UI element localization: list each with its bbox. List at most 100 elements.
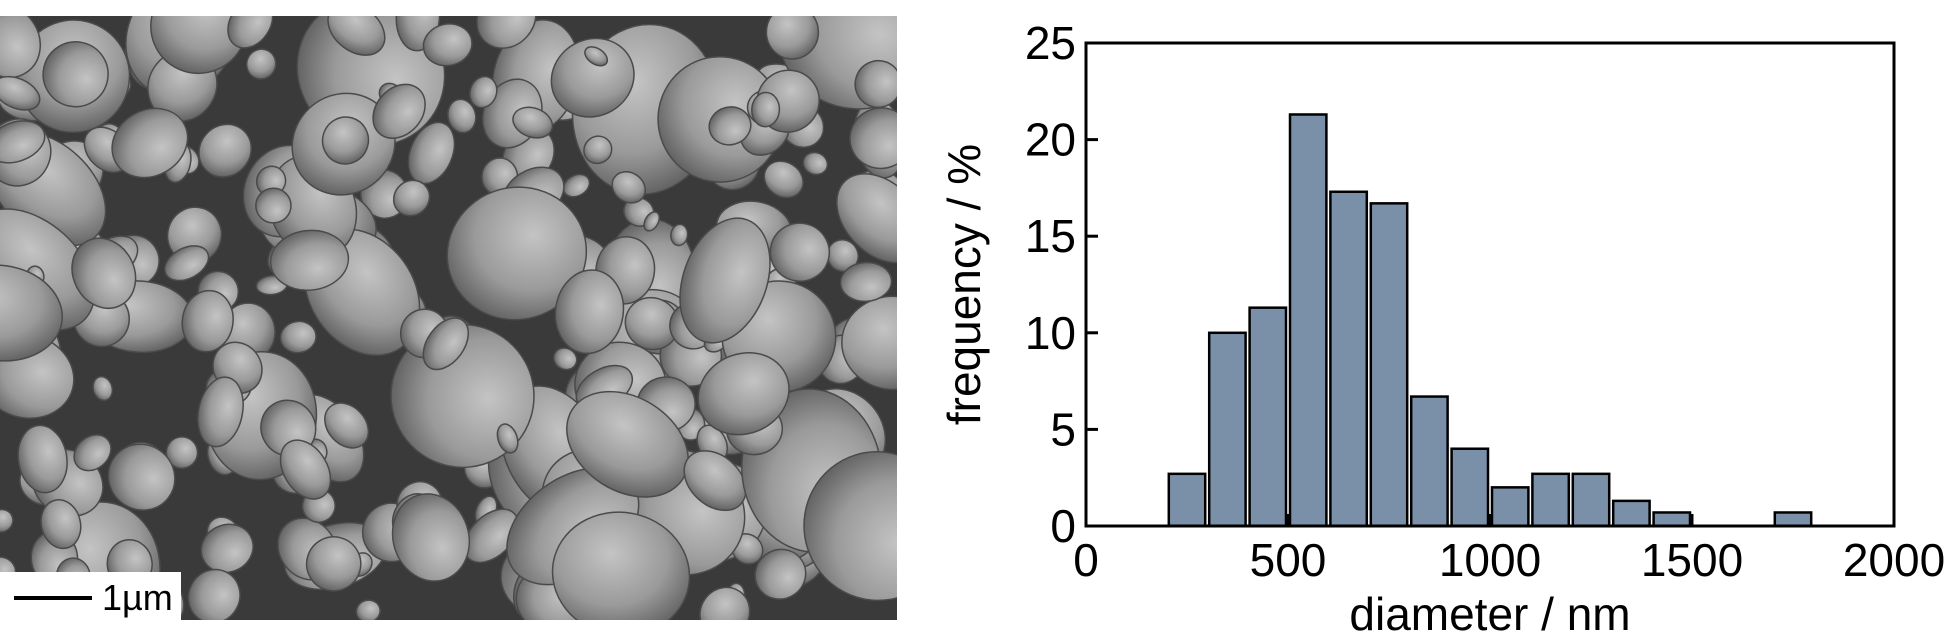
sem-grain <box>305 536 362 592</box>
sem-grain <box>73 434 112 472</box>
sem-grain <box>751 91 781 128</box>
sem-grain <box>463 508 520 564</box>
sem-image <box>0 16 897 620</box>
sem-grain <box>769 222 831 282</box>
sem-grain <box>321 116 370 165</box>
y-tick-label: 10 <box>1025 307 1076 359</box>
sem-grain <box>0 120 46 164</box>
sem-grain <box>447 98 477 134</box>
sem-grain <box>245 48 277 80</box>
sem-grain <box>803 451 897 602</box>
histogram-bar <box>1571 472 1611 528</box>
sem-grain <box>422 317 470 371</box>
sem-grain <box>469 75 498 109</box>
sem-grain <box>512 106 554 139</box>
sem-grain <box>40 499 82 550</box>
sem-grain <box>836 173 897 264</box>
sem-grain <box>802 151 829 176</box>
sem-grain <box>269 229 350 291</box>
histogram-bar <box>1611 499 1651 528</box>
sem-grain <box>71 237 137 309</box>
y-axis-label: frequency / % <box>938 144 990 425</box>
sem-grain <box>584 46 609 67</box>
x-tick-label: 0 <box>1073 534 1099 586</box>
sem-grain <box>324 402 370 449</box>
sem-grain <box>554 269 625 355</box>
y-tick-label: 15 <box>1025 210 1076 262</box>
sem-grain <box>708 106 752 146</box>
sem-grain <box>849 107 897 170</box>
scale-bar-line <box>14 596 92 600</box>
sem-grain <box>566 390 689 498</box>
sem-grain <box>0 264 63 362</box>
histogram-bar <box>1531 472 1571 528</box>
sem-grain <box>683 450 747 512</box>
sem-grain <box>107 443 176 511</box>
sem-grain <box>583 135 613 165</box>
histogram-bar <box>1329 190 1369 528</box>
histogram-bar <box>1167 472 1207 528</box>
sem-grain <box>697 351 790 436</box>
y-tick-label: 0 <box>1050 500 1076 552</box>
sem-grain <box>0 75 41 111</box>
sem-grain <box>198 123 252 178</box>
histogram-bar <box>1288 113 1328 528</box>
sem-grain <box>611 171 646 204</box>
sem-grain <box>476 16 537 49</box>
histogram-bar <box>1409 395 1449 528</box>
sem-grain <box>839 261 893 303</box>
sem-grain <box>562 173 591 198</box>
sem-grain <box>0 16 42 79</box>
x-axis-label: diameter / nm <box>1349 588 1630 636</box>
y-tick-label: 5 <box>1050 403 1076 455</box>
sem-grain <box>0 508 14 533</box>
sem-grain <box>765 16 820 60</box>
sem-grain <box>227 16 274 49</box>
sem-grain <box>111 107 189 179</box>
sem-grain <box>327 16 386 56</box>
sem-grain <box>496 423 519 454</box>
size-distribution-chart: 0 500 1000 1500 2000 0 5 10 15 20 25 diameter / n… <box>938 17 1945 636</box>
histogram-bars <box>1167 113 1813 528</box>
y-tick-label: 20 <box>1025 114 1076 166</box>
scale-bar: 1µm <box>0 572 181 620</box>
sem-grain <box>181 289 234 353</box>
x-tick-label: 1500 <box>1641 534 1743 586</box>
y-tick-label: 25 <box>1025 17 1076 69</box>
sem-grain <box>200 523 254 574</box>
sem-grains <box>0 16 897 620</box>
sem-grain <box>187 568 241 620</box>
x-tick-label: 500 <box>1250 534 1327 586</box>
x-tick-label: 1000 <box>1439 534 1541 586</box>
sem-grain <box>763 160 804 199</box>
sem-grain <box>392 179 431 217</box>
sem-grain <box>841 295 897 391</box>
histogram-bar <box>1207 331 1247 528</box>
y-axis-ticks: 0 5 10 15 20 25 <box>1025 17 1098 552</box>
sem-grain <box>551 511 691 620</box>
sem-grain <box>163 245 210 282</box>
sem-grain <box>372 83 426 139</box>
sem-grain <box>150 16 248 75</box>
x-axis-ticks: 0 500 1000 1500 2000 <box>1073 514 1945 586</box>
sem-grain <box>679 217 771 344</box>
sem-grain <box>279 320 317 354</box>
plot-frame <box>1084 41 1896 528</box>
sem-grain <box>355 599 381 620</box>
sem-grain <box>17 424 68 494</box>
histogram-bar <box>1248 306 1288 528</box>
sem-grain <box>255 187 292 224</box>
sem-grain <box>197 376 244 448</box>
sem-grain <box>446 186 588 321</box>
histogram-bar <box>1490 486 1530 528</box>
histogram-bar <box>1773 511 1813 528</box>
scale-bar-label: 1µm <box>102 577 173 618</box>
sem-grain <box>422 23 473 67</box>
sem-grain <box>42 41 109 108</box>
sem-micrograph <box>0 16 897 620</box>
histogram-bar <box>1369 202 1409 528</box>
sem-grain <box>552 347 578 371</box>
sem-grain <box>92 375 114 402</box>
histogram-bar <box>1652 511 1692 528</box>
sem-grain <box>391 493 471 582</box>
